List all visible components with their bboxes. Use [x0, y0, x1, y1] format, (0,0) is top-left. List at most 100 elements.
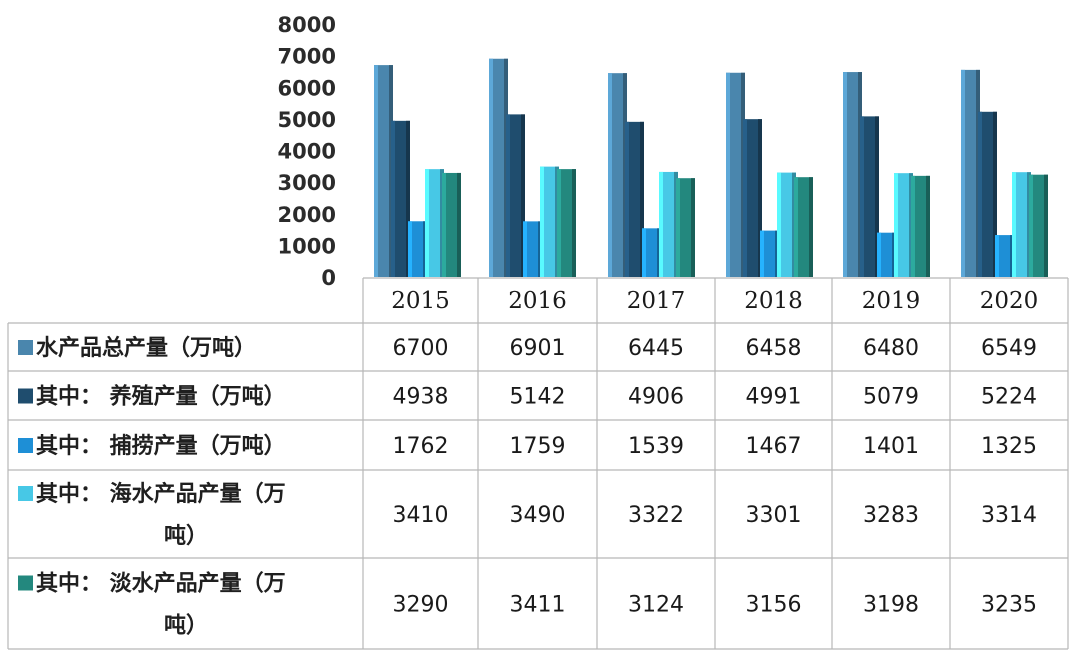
bar-body	[408, 221, 427, 277]
bar-2020-series-2	[978, 111, 997, 277]
cell-value-2018: 1467	[746, 434, 802, 459]
bar-highlight	[523, 221, 527, 277]
bar-body	[442, 172, 461, 277]
bar-highlight	[843, 72, 847, 277]
legend-swatch-series-2	[18, 388, 33, 404]
bar-body	[374, 65, 393, 277]
table-row: 其中： 淡水产品产量（万吨） 3290 3411 3124 3156 3198 3235	[18, 572, 1037, 639]
y-tick-label: 3000	[278, 171, 336, 195]
bar-highlight	[506, 114, 510, 277]
bars	[374, 58, 1048, 278]
cell-value-2017: 6445	[628, 336, 684, 361]
bar-body	[760, 230, 779, 277]
bar-highlight	[1012, 172, 1016, 277]
bar-body	[1012, 172, 1031, 277]
bar-2019-series-3	[877, 232, 896, 277]
bar-body	[877, 232, 896, 277]
cell-value-2016: 5142	[510, 385, 566, 410]
series-name-line: 水产品总产量（万吨）	[36, 335, 256, 361]
year-label-2019: 2019	[862, 288, 921, 314]
bar-body	[540, 166, 559, 277]
bar-2018-series-3	[760, 230, 779, 277]
bar-2017-series-1	[608, 73, 627, 277]
bar-body	[860, 116, 879, 278]
bar-2015-series-5	[442, 172, 461, 277]
legend-swatch-series-3	[18, 438, 33, 453]
bar-body	[743, 119, 762, 277]
bar-highlight	[743, 119, 747, 277]
cell-value-2020: 5224	[981, 385, 1037, 410]
bar-highlight	[1029, 174, 1033, 277]
bar-shadow	[926, 175, 930, 277]
cell-value-2017: 3322	[628, 503, 684, 528]
cell-value-2019: 3283	[863, 503, 919, 528]
bar-highlight	[777, 172, 781, 277]
bar-body	[978, 111, 997, 277]
table-row: 其中： 捕捞产量（万吨） 1762 1759 1539 1467 1401 1325	[18, 434, 1037, 459]
bar-highlight	[608, 73, 612, 277]
bar-highlight	[877, 232, 881, 277]
year-label-2020: 2020	[980, 288, 1039, 314]
cell-value-2019: 6480	[863, 336, 919, 361]
cell-value-2019: 1401	[863, 434, 919, 459]
cell-value-2018: 3156	[746, 593, 802, 618]
bar-body	[911, 175, 930, 277]
bar-2017-series-2	[625, 121, 644, 277]
bar-2017-series-5	[676, 178, 695, 277]
bar-2016-series-3	[523, 221, 542, 277]
bar-2015-series-3	[408, 221, 427, 277]
bar-highlight	[961, 69, 965, 277]
bar-highlight	[676, 178, 680, 277]
bar-body	[523, 221, 542, 277]
bar-2019-series-2	[860, 116, 879, 278]
bar-2018-series-5	[794, 177, 813, 277]
bar-highlight	[625, 121, 629, 277]
series-name-line: 其中： 养殖产量（万吨）	[36, 384, 286, 410]
legend-swatch-series-4	[18, 486, 33, 501]
bar-highlight	[794, 177, 798, 277]
cell-value-2016: 1759	[510, 434, 566, 459]
bar-2017-series-3	[642, 228, 661, 277]
year-label-2016: 2016	[508, 288, 567, 314]
bar-body	[608, 73, 627, 277]
bar-shadow	[691, 178, 695, 277]
bar-shadow	[809, 177, 813, 277]
bar-shadow	[1044, 174, 1048, 277]
bar-body	[557, 169, 576, 277]
y-tick-label: 4000	[278, 140, 336, 164]
bar-2018-series-1	[726, 72, 745, 277]
bar-2020-series-5	[1029, 174, 1048, 277]
cell-value-2020: 1325	[981, 434, 1037, 459]
bar-body	[659, 171, 678, 277]
bar-body	[843, 72, 862, 277]
bar-highlight	[760, 230, 764, 277]
bar-highlight	[374, 65, 378, 277]
bar-body	[894, 173, 913, 277]
bar-body	[726, 72, 745, 277]
y-tick-label: 2000	[278, 203, 336, 227]
cell-value-2017: 1539	[628, 434, 684, 459]
bar-body	[961, 69, 980, 277]
bar-highlight	[557, 169, 561, 277]
y-tick-label: 7000	[278, 45, 336, 69]
bar-highlight	[489, 58, 493, 277]
table-row: 水产品总产量（万吨） 6700 6901 6445 6458 6480 6549	[18, 335, 1037, 361]
legend-swatch-series-5	[18, 575, 33, 591]
bar-highlight	[995, 235, 999, 277]
bar-2018-series-2	[743, 119, 762, 277]
bar-highlight	[642, 228, 646, 277]
bar-2016-series-1	[489, 58, 508, 277]
y-tick-label: 6000	[278, 76, 336, 100]
bar-shadow	[640, 121, 644, 277]
bar-body	[794, 177, 813, 277]
bar-shadow	[521, 114, 525, 277]
table-row: 其中： 海水产品产量（万吨） 3410 3490 3322 3301 3283 3314	[18, 481, 1037, 549]
bar-body	[489, 58, 508, 277]
bar-shadow	[875, 116, 879, 278]
bar-2015-series-4	[425, 169, 444, 277]
bar-highlight	[894, 173, 898, 277]
cell-value-2018: 3301	[746, 503, 802, 528]
series-name-line: 吨）	[164, 524, 208, 549]
bar-2019-series-1	[843, 72, 862, 277]
